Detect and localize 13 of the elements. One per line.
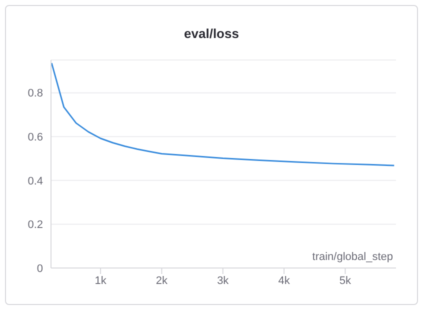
x-axis-title: train/global_step <box>312 251 393 263</box>
y-tick-label: 0.4 <box>28 175 43 188</box>
y-tick-label: 0.2 <box>28 219 43 232</box>
x-tick-label: 2k <box>156 274 168 287</box>
x-tick-label: 3k <box>217 274 230 287</box>
line-series <box>51 62 395 166</box>
x-tick-label: 4k <box>278 274 290 287</box>
x-tick-label: 5k <box>339 274 352 287</box>
y-tick-label: 0.6 <box>28 132 43 144</box>
x-tick-label: 1k <box>94 274 107 287</box>
y-tick-label: 0.8 <box>28 88 43 100</box>
chart-title: eval/loss <box>183 25 240 43</box>
y-tick-label: 0 <box>36 262 43 275</box>
